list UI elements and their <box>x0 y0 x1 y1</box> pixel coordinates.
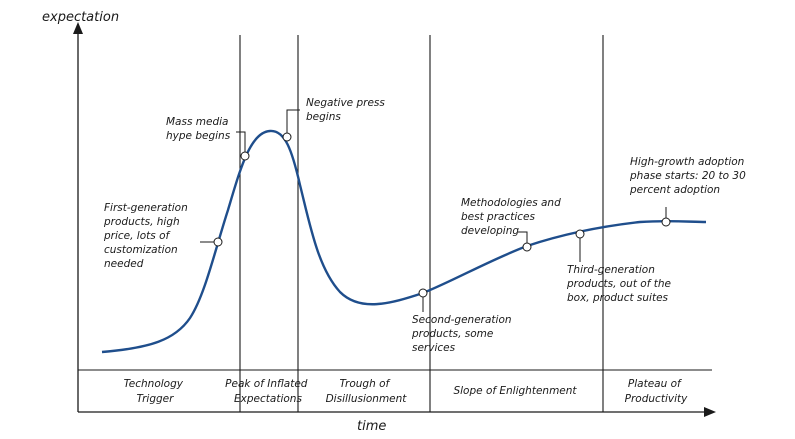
leader-negative-press <box>286 109 300 137</box>
phase-labels: Technology Trigger Peak of Inflated Expe… <box>124 378 688 405</box>
annotation-second-gen: Second-generation products, some service… <box>411 314 515 354</box>
annotation-high-growth: High-growth adoption phase starts: 20 to… <box>629 156 749 196</box>
marker-high-growth <box>661 217 671 227</box>
phase-dividers <box>239 35 604 412</box>
annotation-methodologies: Methodologies and best practices develop… <box>461 197 564 237</box>
y-axis-title: expectation <box>42 10 119 25</box>
phase-slope: Slope of Enlightenment <box>453 385 577 397</box>
markers <box>200 109 671 312</box>
annotation-first-gen: First-generation products, high price, l… <box>103 202 191 270</box>
marker-mass-media <box>240 151 250 161</box>
marker-methodologies <box>522 242 532 252</box>
marker-negative-press <box>282 132 292 142</box>
y-axis-arrow <box>73 22 83 34</box>
marker-first-gen <box>213 237 223 247</box>
marker-second-gen <box>418 288 428 298</box>
phase-trough: Trough of Disillusionment <box>326 378 408 405</box>
annotation-mass-media: Mass media hype begins <box>166 116 232 142</box>
phase-technology-trigger: Technology Trigger <box>124 378 187 405</box>
marker-third-gen <box>575 229 585 239</box>
x-axis-title: time <box>357 419 386 434</box>
leader-methodologies <box>518 231 528 247</box>
axes <box>73 22 716 417</box>
annotation-third-gen: Third-generation products, out of the bo… <box>566 264 674 304</box>
annotation-negative-press: Negative press begins <box>306 97 388 123</box>
hype-curve <box>101 129 707 354</box>
phase-plateau: Plateau of Productivity <box>625 378 688 405</box>
leader-mass-media <box>236 131 246 156</box>
phase-peak: Peak of Inflated Expectations <box>225 378 311 405</box>
x-axis-arrow <box>704 407 716 417</box>
annotations: First-generation products, high price, l… <box>103 97 749 354</box>
